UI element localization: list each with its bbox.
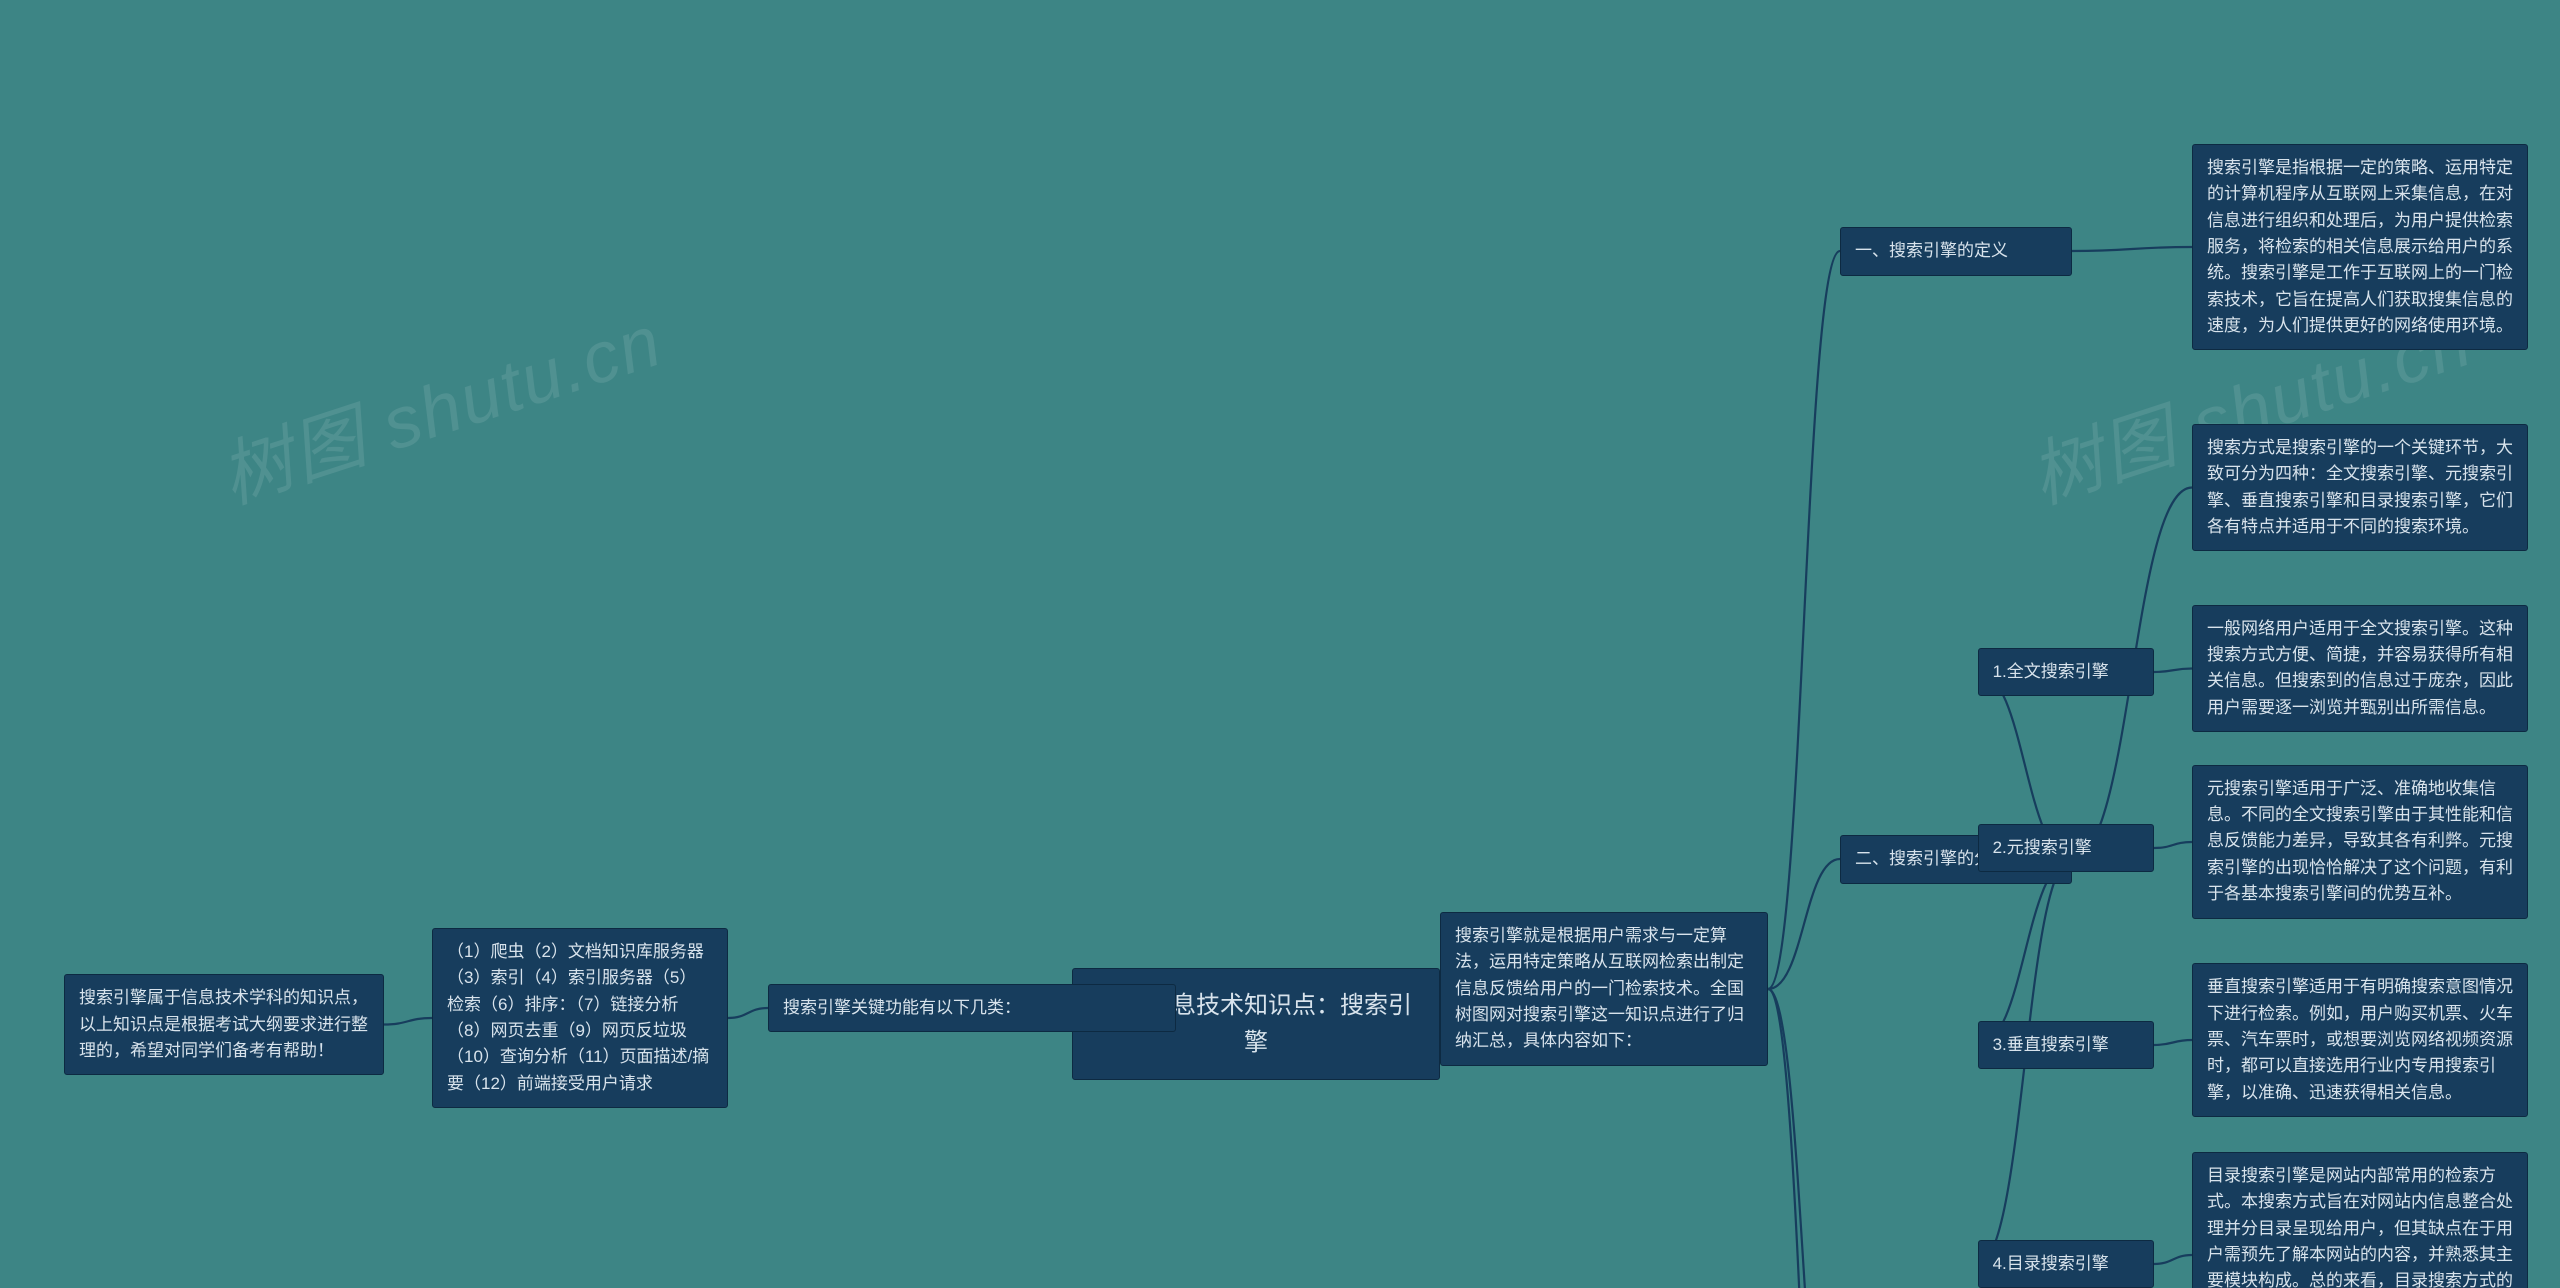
leaf-definition-detail: 搜索引擎是指根据一定的策略、运用特定的计算机程序从互联网上采集信息，在对信息进行… xyxy=(2192,144,2528,350)
leaf-fulltext-detail: 一般网络用户适用于全文搜索引擎。这种搜索方式方便、简捷，并容易获得所有相关信息。… xyxy=(2192,605,2528,732)
leaf-directory-search: 4.目录搜索引擎 xyxy=(1978,1240,2154,1288)
leaf-vertical-search: 3.垂直搜索引擎 xyxy=(1978,1021,2154,1069)
left-node-functions-list: （1）爬虫（2）文档知识库服务器（3）索引（4）索引服务器（5）检索（6）排序：… xyxy=(432,928,728,1108)
leaf-fulltext-search: 1.全文搜索引擎 xyxy=(1978,648,2154,696)
left-node-functions-heading: 搜索引擎关键功能有以下几类： xyxy=(768,984,1176,1032)
branch-definition: 一、搜索引擎的定义 xyxy=(1840,227,2072,275)
right-root-node: 搜索引擎就是根据用户需求与一定算法，运用特定策略从互联网检索出制定信息反馈给用户… xyxy=(1440,912,1768,1066)
leaf-directory-detail: 目录搜索引擎是网站内部常用的检索方式。本搜索方式旨在对网站内信息整合处理并分目录… xyxy=(2192,1152,2528,1288)
leaf-meta-detail: 元搜索引擎适用于广泛、准确地收集信息。不同的全文搜索引擎由于其性能和信息反馈能力… xyxy=(2192,765,2528,919)
leaf-vertical-detail: 垂直搜索引擎适用于有明确搜索意图情况下进行检索。例如，用户购买机票、火车票、汽车… xyxy=(2192,963,2528,1117)
leaf-meta-search: 2.元搜索引擎 xyxy=(1978,824,2154,872)
connectors-layer xyxy=(0,0,2560,1288)
watermark: 树图 shutu.cn xyxy=(205,282,673,523)
left-node-summary: 搜索引擎属于信息技术学科的知识点，以上知识点是根据考试大纲要求进行整理的，希望对… xyxy=(64,974,384,1075)
leaf-classification-intro: 搜索方式是搜索引擎的一个关键环节，大致可分为四种：全文搜索引擎、元搜索引擎、垂直… xyxy=(2192,424,2528,551)
